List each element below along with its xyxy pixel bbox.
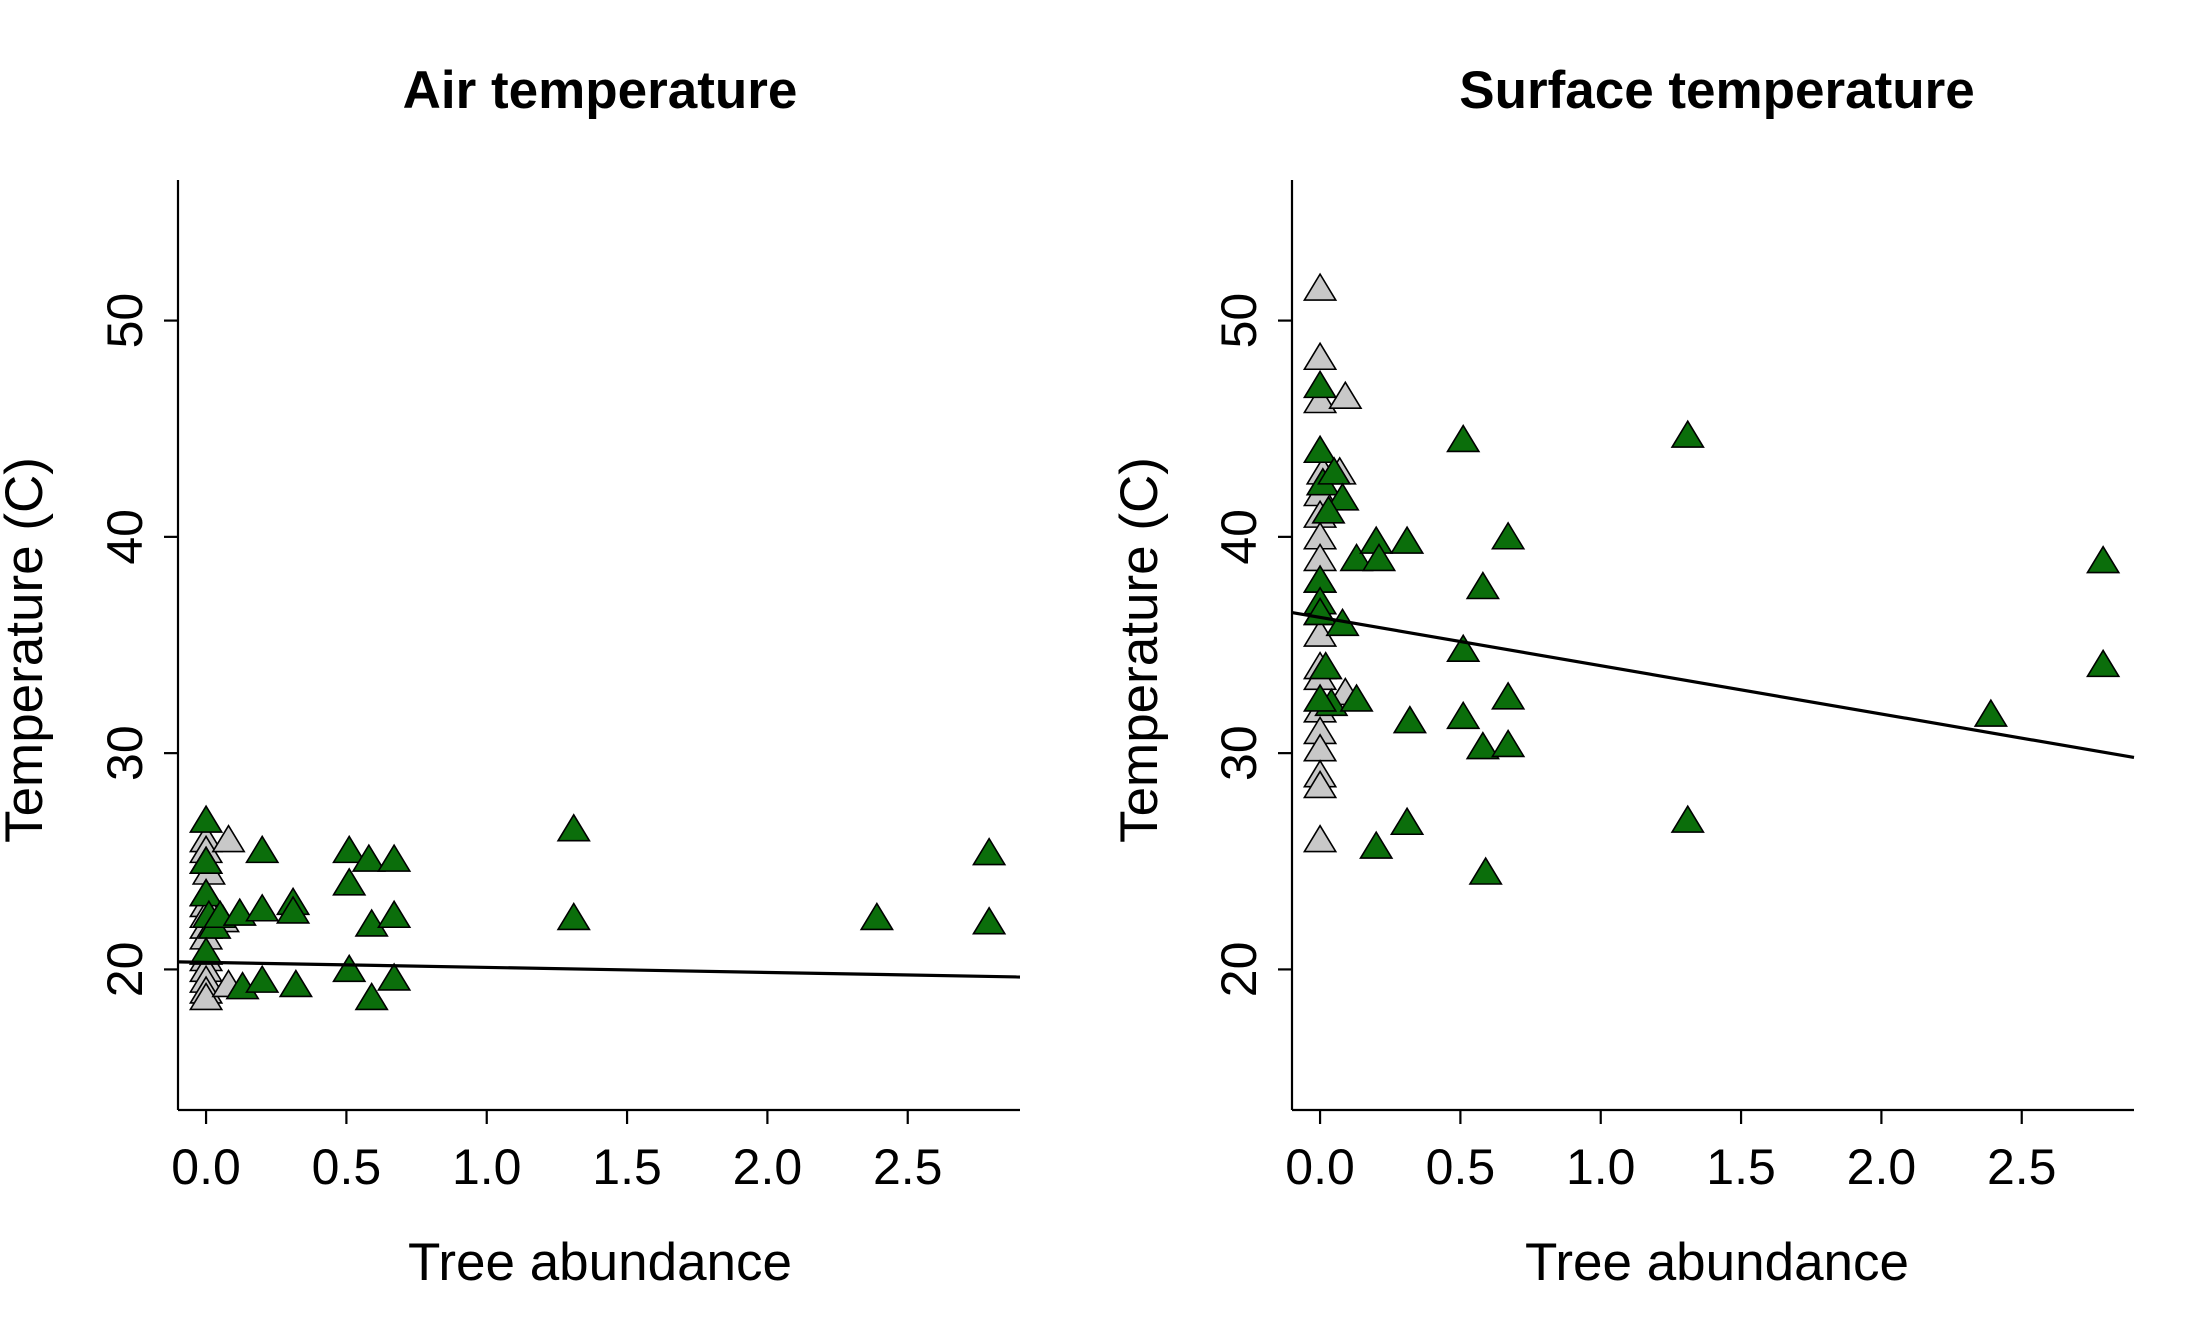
x-tick-label: 1.0 bbox=[452, 1139, 522, 1195]
x-tick-label: 2.0 bbox=[1847, 1139, 1917, 1195]
y-tick-label: 50 bbox=[1211, 293, 1267, 349]
x-tick-label: 1.5 bbox=[592, 1139, 662, 1195]
panel-air-temperature: Air temperature Tree abundance Temperatu… bbox=[0, 61, 1021, 1292]
data-point bbox=[859, 901, 894, 931]
data-point bbox=[1317, 456, 1352, 485]
data-point bbox=[377, 962, 412, 991]
data-point bbox=[1389, 525, 1425, 554]
x-tick-label: 0.5 bbox=[312, 1139, 382, 1195]
data-point bbox=[1302, 683, 1338, 712]
data-point bbox=[1325, 482, 1360, 511]
data-point bbox=[377, 843, 412, 872]
data-point bbox=[2086, 648, 2121, 678]
data-point bbox=[1491, 521, 1526, 550]
data-point bbox=[1302, 824, 1338, 853]
x-tick-label: 0.0 bbox=[1285, 1139, 1355, 1195]
x-tick-label: 1.5 bbox=[1706, 1139, 1776, 1195]
data-point bbox=[1670, 419, 1705, 448]
data-point bbox=[1302, 770, 1338, 799]
data-point bbox=[1302, 434, 1338, 464]
data-point bbox=[332, 834, 367, 864]
data-point bbox=[245, 964, 280, 993]
trend-line bbox=[177, 960, 1021, 979]
data-point bbox=[211, 824, 246, 853]
y-tick-label: 30 bbox=[97, 725, 153, 781]
axes: 0.0 0.5 1.0 1.5 2.0 2.5 20 30 40 50 bbox=[1211, 180, 2134, 1195]
y-tick-label: 50 bbox=[97, 293, 153, 349]
data-point bbox=[1465, 571, 1500, 600]
y-tick-label: 40 bbox=[97, 509, 153, 565]
x-tick-label: 2.5 bbox=[1987, 1139, 2057, 1195]
x-tick-label: 1.0 bbox=[1566, 1139, 1636, 1195]
x-axis-label: Tree abundance bbox=[408, 1233, 792, 1292]
data-point bbox=[354, 981, 389, 1011]
data-point bbox=[972, 906, 1007, 935]
x-tick-label: 2.5 bbox=[873, 1139, 943, 1195]
data-point bbox=[188, 936, 224, 965]
y-axis-label: Temperature (C) bbox=[0, 457, 54, 843]
axes: 0.0 0.5 1.0 1.5 2.0 2.5 20 30 40 50 bbox=[97, 180, 1020, 1195]
y-tick-label: 40 bbox=[1211, 509, 1267, 565]
data-point bbox=[1446, 423, 1481, 453]
data-point bbox=[1491, 728, 1526, 758]
data-point bbox=[245, 893, 280, 922]
y-tick-label: 20 bbox=[1211, 942, 1267, 998]
data-point bbox=[351, 843, 386, 872]
data-point bbox=[972, 837, 1007, 866]
data-point bbox=[1491, 681, 1526, 710]
data-point bbox=[278, 969, 313, 998]
y-axis-label: Temperature (C) bbox=[1110, 457, 1169, 843]
data-point bbox=[245, 834, 280, 864]
data-point bbox=[1302, 385, 1338, 414]
data-point bbox=[556, 901, 591, 931]
y-tick-label: 20 bbox=[97, 942, 153, 998]
x-axis-label: Tree abundance bbox=[1525, 1233, 1909, 1292]
x-tick-label: 0.5 bbox=[1426, 1139, 1496, 1195]
data-point bbox=[1446, 633, 1481, 663]
data-point bbox=[332, 953, 367, 983]
x-tick-label: 0.0 bbox=[171, 1139, 241, 1195]
data-point bbox=[188, 845, 224, 874]
data-point bbox=[1339, 542, 1374, 572]
x-tick-label: 2.0 bbox=[733, 1139, 803, 1195]
data-point bbox=[1308, 651, 1343, 680]
data-point bbox=[1392, 705, 1427, 734]
chart-title: Air temperature bbox=[403, 61, 798, 120]
data-point bbox=[1328, 380, 1363, 409]
panel-surface-temperature: Surface temperature Tree abundance Tempe… bbox=[1110, 61, 2135, 1292]
data-point bbox=[1465, 731, 1500, 760]
data-point bbox=[1361, 542, 1397, 572]
data-point bbox=[332, 867, 367, 896]
data-point bbox=[377, 899, 412, 929]
data-point bbox=[1339, 683, 1374, 712]
trend-line bbox=[1291, 610, 2135, 760]
data-point bbox=[1302, 369, 1338, 399]
data-point bbox=[1389, 806, 1425, 836]
chart-title: Surface temperature bbox=[1459, 61, 1974, 120]
data-point bbox=[2086, 545, 2121, 574]
data-point bbox=[1359, 830, 1394, 859]
data-point bbox=[1446, 700, 1481, 730]
y-tick-label: 30 bbox=[1211, 725, 1267, 781]
data-point bbox=[1468, 856, 1503, 885]
data-points bbox=[177, 804, 1021, 1011]
data-point bbox=[1302, 341, 1338, 371]
data-point bbox=[1302, 272, 1338, 301]
data-point bbox=[1973, 698, 2008, 727]
data-point bbox=[275, 895, 311, 924]
data-point bbox=[1670, 804, 1705, 833]
data-points bbox=[1291, 272, 2135, 885]
data-point bbox=[1311, 495, 1346, 524]
data-point bbox=[354, 908, 389, 937]
data-point bbox=[188, 804, 224, 833]
data-point bbox=[556, 813, 591, 842]
